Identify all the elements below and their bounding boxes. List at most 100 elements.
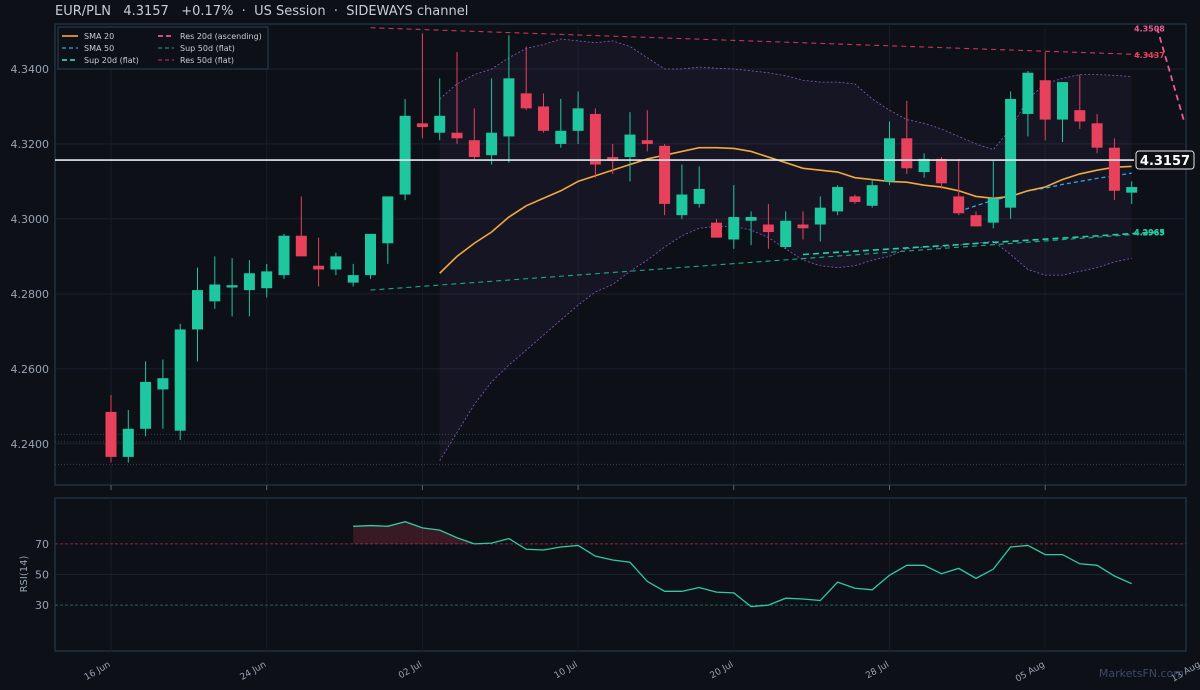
candle-body xyxy=(607,157,619,161)
legend-label: Sup 20d (flat) xyxy=(84,56,139,65)
candle-body xyxy=(624,134,636,158)
price-layer xyxy=(55,24,1186,485)
candle-body xyxy=(278,235,290,276)
candle-body xyxy=(538,106,549,131)
level-line xyxy=(802,231,1158,256)
candle-body xyxy=(1005,98,1017,208)
x-tick-label: 28 Jul xyxy=(864,660,891,681)
candle-body xyxy=(174,329,186,431)
level-label: 4.3437 xyxy=(1134,51,1165,60)
candle-body xyxy=(261,271,273,289)
candle-body xyxy=(468,140,480,158)
candle-body xyxy=(814,207,826,225)
x-tick-label: 05 Aug xyxy=(1014,660,1047,685)
legend-label: Res 20d (ascending) xyxy=(180,32,262,41)
price-tick-label: 4.3000 xyxy=(11,213,50,226)
candle-body xyxy=(780,220,792,248)
price-tick-label: 4.2600 xyxy=(11,363,50,376)
candle-body xyxy=(399,115,411,195)
level-line xyxy=(370,232,1158,291)
candle-body xyxy=(1108,147,1120,191)
candle-body xyxy=(641,140,653,144)
candle-body xyxy=(209,284,221,302)
candle-body xyxy=(1126,187,1138,193)
candle-body xyxy=(676,194,688,216)
candle-body xyxy=(987,198,999,223)
candle-body xyxy=(243,273,255,291)
candle-body xyxy=(192,290,203,330)
candle-body xyxy=(935,158,947,184)
candle-body xyxy=(503,78,515,137)
level-line xyxy=(1156,28,1185,120)
candle-body xyxy=(486,132,498,156)
price-tick-label: 4.3400 xyxy=(11,63,50,76)
candle-body xyxy=(953,196,965,214)
candle-body xyxy=(711,222,722,238)
last-price-box xyxy=(1135,150,1195,170)
candle-body xyxy=(762,224,774,233)
legend: SMA 20 SMA 50 Sup 20d (flat) Res 20d (ascen… xyxy=(57,26,269,70)
candle-body xyxy=(105,411,117,457)
rsi-axis-label: RSI(14) xyxy=(19,556,30,593)
legend-label: SMA 50 xyxy=(84,44,114,53)
candle-body xyxy=(347,275,359,283)
sma50-line xyxy=(958,172,1132,213)
candle-body xyxy=(849,196,861,203)
legend-label: Res 50d (flat) xyxy=(180,56,234,65)
legend-label: SMA 20 xyxy=(84,32,114,41)
candle-body xyxy=(866,185,878,206)
x-tick-label: 24 Jun xyxy=(239,660,269,683)
rsi-line xyxy=(353,521,1132,608)
candle-body xyxy=(226,285,238,288)
candle-body xyxy=(970,215,982,227)
rsi-tick-label: 30 xyxy=(35,599,49,612)
candle-body xyxy=(1022,72,1034,114)
candle-body xyxy=(157,378,169,390)
candle-body xyxy=(140,381,152,429)
last-price-label: 4.3157 xyxy=(1140,154,1190,169)
level-label: 4.2963 xyxy=(1134,228,1165,237)
price-panel xyxy=(54,23,1187,486)
x-tick-label: 02 Jul xyxy=(397,660,424,681)
price-tick-label: 4.2400 xyxy=(11,438,50,451)
candle-body xyxy=(122,428,134,457)
level-label: 4.3508 xyxy=(1134,24,1165,33)
candle-body xyxy=(797,224,809,229)
candle-body xyxy=(416,123,428,128)
candle-body xyxy=(434,115,446,133)
candle-body xyxy=(313,265,325,270)
candle-body xyxy=(589,113,601,165)
level-label: 4.2965 xyxy=(1134,228,1165,237)
x-tick-label: 16 Jun xyxy=(83,660,113,683)
rsi-layer xyxy=(55,498,1186,651)
candle-body xyxy=(1091,123,1103,148)
price-tick-label: 4.2800 xyxy=(11,288,50,301)
sma20-line xyxy=(439,146,1132,274)
candle-body xyxy=(295,235,307,257)
candle-body xyxy=(572,108,584,131)
candle-body xyxy=(555,130,567,144)
x-tick-label: 20 Jul xyxy=(709,660,736,681)
rsi-tick-label: 70 xyxy=(35,538,49,551)
candle-body xyxy=(330,256,342,270)
candle-body xyxy=(918,158,930,173)
candle-body xyxy=(451,132,463,139)
bollinger-upper xyxy=(439,38,1132,151)
candle-body xyxy=(520,93,532,109)
x-tick-label: 10 Jul xyxy=(553,660,580,681)
watermark: MarketsFN.com xyxy=(1098,667,1184,680)
rsi-tick-label: 50 xyxy=(35,569,49,582)
candle-body xyxy=(832,187,844,212)
candle-body xyxy=(745,217,757,221)
candle-body xyxy=(365,233,376,276)
legend-label: Sup 50d (flat) xyxy=(180,44,235,53)
candle-body xyxy=(1057,82,1068,120)
candle-body xyxy=(382,196,394,244)
candle-body xyxy=(901,138,913,169)
price-tick-label: 4.3200 xyxy=(11,138,50,151)
candle-body xyxy=(1074,110,1086,122)
chart-title: EUR/PLN 4.3157 +0.17% · US Session · SID… xyxy=(55,4,469,19)
legend-box xyxy=(57,26,269,70)
candle-body xyxy=(728,217,740,240)
